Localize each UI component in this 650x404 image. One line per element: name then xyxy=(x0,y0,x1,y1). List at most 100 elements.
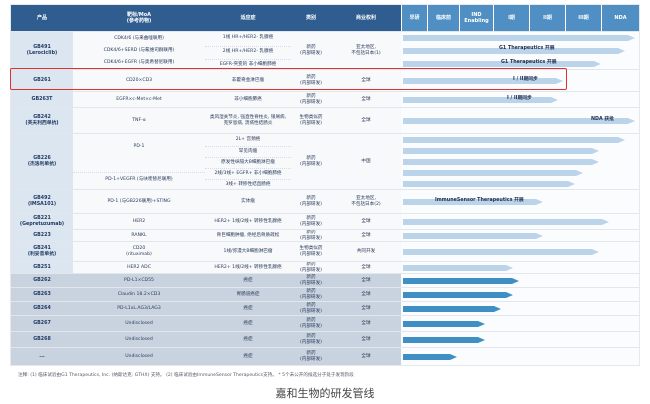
table-header: 产品 靶标/MoA (参考药物) 适应症 类别 商业权利 早研 临床前 IND … xyxy=(11,5,639,31)
drug-type: 新药 (内部研发) xyxy=(291,214,331,229)
indication: 骨巨细胞肿瘤, 绝经后骨质疏松 xyxy=(205,230,291,241)
drug-type: 新药 (内部研发) xyxy=(291,302,331,315)
pipeline-bar xyxy=(403,337,485,343)
phase-track: I / II期同步 xyxy=(401,70,639,91)
target-moa: PD-1+VEGFR (与呋喹替尼联用) xyxy=(73,172,205,186)
table-row-gb251: GB251 HER2 ADC HER2+ 1线/2线+ 转移性乳腺癌 新药 (内… xyxy=(11,261,639,273)
commercial-rights: 全球 xyxy=(331,274,401,287)
table-row-gb264: GB264 PD-L1xL.AG3/LAG3 癌症 新药 (内部研发) 全球 xyxy=(11,301,639,315)
table-row-gb221: GB221 (Gepretuzumab) HER2 HER2+ 1线/2线+ 转… xyxy=(11,213,639,229)
phase-track xyxy=(401,316,639,331)
commercial-rights: 全球 xyxy=(331,262,401,273)
phase-track: ImmuneSensor Therapeutics 开展 xyxy=(401,190,639,213)
phase-track xyxy=(401,288,639,301)
product-name: GB226 (杰洛利单抗) xyxy=(11,134,73,189)
commercial-rights: 全球 xyxy=(331,316,401,331)
indication-item: 2L+ 宫颈癌 xyxy=(235,137,261,143)
drug-type: 新药 (内部研发) xyxy=(291,92,331,107)
drug-type: 新药 (内部研发) xyxy=(291,316,331,331)
header-phase-nda: NDA xyxy=(601,5,639,31)
commercial-rights: 全球 xyxy=(331,92,401,107)
product-name: GB223 xyxy=(11,230,73,241)
pipeline-bar xyxy=(403,199,543,205)
figure-caption: 嘉和生物的研发管线 xyxy=(275,387,375,400)
commercial-rights: 中国 xyxy=(331,134,401,189)
commercial-rights: 全球 xyxy=(331,332,401,347)
bar-label: ImmuneSensor Therapeutics 开展 xyxy=(435,198,524,203)
header-phase-2: II期 xyxy=(529,5,565,31)
target-moa: Claudin 18.2×CD3 xyxy=(73,288,205,301)
pipeline-bar xyxy=(403,233,543,239)
indication-group: 1线 HR+/HER2- 乳腺癌 2线 HR+/HER2- 乳腺癌 EGFR-突… xyxy=(205,32,291,69)
table-row-gb492: GB492 (IMSA101) PD-1 (与GB226联用)+STING 实体… xyxy=(11,189,639,213)
target-moa: PD-1 (与GB226联用)+STING xyxy=(73,190,205,213)
bar-label: G1 Therapeutics 开展 xyxy=(499,46,555,51)
pipeline-bar xyxy=(403,354,457,360)
drug-type: 新药 (内部研发) xyxy=(291,230,331,241)
pipeline-bar xyxy=(403,159,599,165)
header-indication: 适应症 xyxy=(205,5,291,31)
pipeline-bar xyxy=(403,249,599,255)
commercial-rights: 全球 xyxy=(331,302,401,315)
commercial-rights: 全球 xyxy=(331,348,401,365)
table-row-gb242: GB242 (英夫利西单抗) TNF-α 类风湿关节炎, 强直性脊柱炎, 银屑病… xyxy=(11,107,639,133)
indication: 非霍奇金淋巴瘤 xyxy=(205,70,291,91)
pipeline-bar xyxy=(403,219,609,225)
indication: HER2+ 1线/2线+ 转移性乳腺癌 xyxy=(205,214,291,229)
indication-item: EGFR-突变的 非小细胞肺癌 xyxy=(205,59,291,69)
target-moa: HER2 xyxy=(73,214,205,229)
drug-type: 新药 (内部研发) xyxy=(291,262,331,273)
pipeline-bar xyxy=(403,321,485,327)
indication: 1线/弥漫大B细胞淋巴瘤 xyxy=(205,242,291,261)
indication: 癌症 xyxy=(205,274,291,287)
pipeline-bar xyxy=(403,170,583,176)
product-name: GB491 (Lerociclib) xyxy=(11,32,73,69)
bar-label: I / II期同步 xyxy=(513,77,538,82)
product-name: GB262 xyxy=(11,274,73,287)
bar-label: G1 Therapeutics 开展 xyxy=(501,60,557,65)
indication-item: 2线/3线+ EGFR+ 非小细胞肺癌 xyxy=(205,168,291,178)
phase-track xyxy=(401,214,639,229)
product-name: ... xyxy=(11,348,73,365)
product-name: GB241 (利妥昔单抗) xyxy=(11,242,73,261)
commercial-rights: 共同开发 xyxy=(331,242,401,261)
drug-type: 生物类似药 (内部研发) xyxy=(291,242,331,261)
pipeline-bar xyxy=(403,292,513,298)
target-moa: CD20×CD3 xyxy=(73,70,205,91)
target-moa: Undisclosed xyxy=(73,332,205,347)
target-moa-group: PD-1 PD-1+VEGFR (与呋喹替尼联用) xyxy=(73,134,205,189)
target-moa: PD-1 xyxy=(133,144,145,150)
header-phase-discovery: 早研 xyxy=(401,5,427,31)
target-moa: PD-L1×CD55 xyxy=(73,274,205,287)
indication: HER2+ 1线/2线+ 转移性乳腺癌 xyxy=(205,262,291,273)
drug-type: 新药 (内部研发) xyxy=(291,70,331,91)
target-moa: HER2 ADC xyxy=(73,262,205,273)
target-moa: Undisclosed xyxy=(73,316,205,331)
header-phase-preclinical: 临床前 xyxy=(427,5,459,31)
pipeline-bar xyxy=(403,137,625,143)
header-target: 靶标/MoA (参考药物) xyxy=(73,5,205,31)
header-phase-1: I期 xyxy=(493,5,529,31)
table-row-gb267: GB267 Undisclosed 癌症 新药 (内部研发) 全球 xyxy=(11,315,639,331)
header-phase-3: III期 xyxy=(565,5,601,31)
pipeline-bar xyxy=(403,306,501,312)
indication-item: 2线 HR+/HER2- 乳腺癌 xyxy=(205,46,291,56)
table-row-gb262: GB262 PD-L1×CD55 癌症 新药 (内部研发) 全球 xyxy=(11,273,639,287)
phase-track xyxy=(401,242,639,261)
product-name: GB242 (英夫利西单抗) xyxy=(11,108,73,133)
target-moa: EGFR×c-Met×c-Met xyxy=(73,92,205,107)
target-moa: Undisclosed xyxy=(73,348,205,365)
phase-track xyxy=(401,332,639,347)
pipeline-bar xyxy=(403,265,513,271)
target-moa: CDK4/6 (与来曲唑联用) CDK4/6+SERD (与氟维司群联用) CD… xyxy=(73,32,205,69)
phase-track: G1 Therapeutics 开展 G1 Therapeutics 开展 xyxy=(401,32,639,69)
indication-item: 1线 HR+/HER2- 乳腺癌 xyxy=(222,35,274,41)
table-row-gb263t: GB263T EGFR×c-Met×c-Met 非小细胞肺癌 新药 (内部研发)… xyxy=(11,91,639,107)
table-row-gb223: GB223 RANKL 骨巨细胞肿瘤, 绝经后骨质疏松 新药 (内部研发) 全球 xyxy=(11,229,639,241)
drug-type: 新药 (内部研发) xyxy=(291,274,331,287)
indication-group: 2L+ 宫颈癌 罕见肉瘤 原发性纵隔大B细胞淋巴瘤 2线/3线+ EGFR+ 非… xyxy=(205,134,291,189)
table-row-gb261: GB261 CD20×CD3 非霍奇金淋巴瘤 新药 (内部研发) 全球 I / … xyxy=(11,69,639,91)
product-name: GB263T xyxy=(11,92,73,107)
table-row-gb491: GB491 (Lerociclib) CDK4/6 (与来曲唑联用) CDK4/… xyxy=(11,31,639,69)
phase-track xyxy=(401,262,639,273)
